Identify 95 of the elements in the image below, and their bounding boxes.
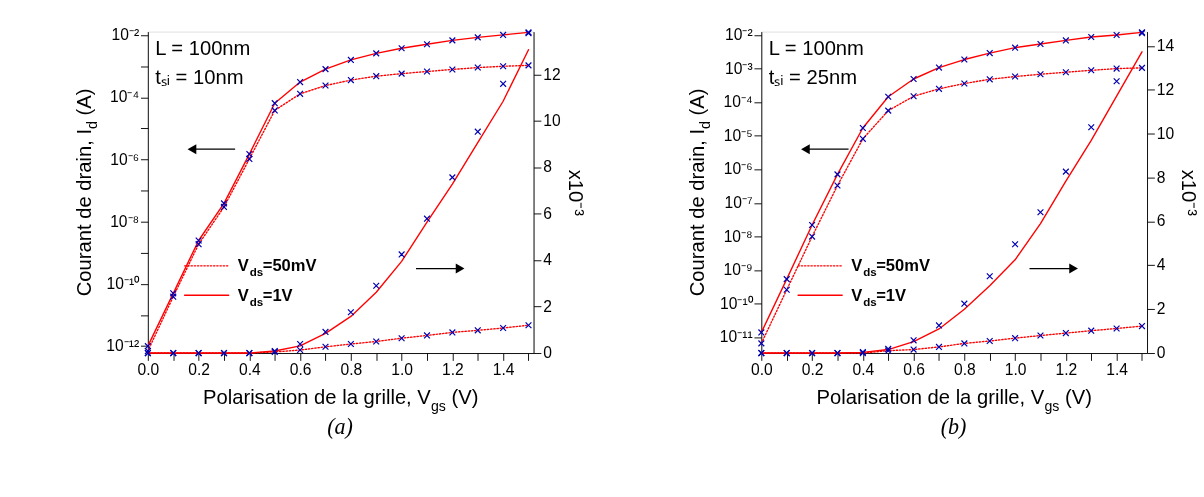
point [372, 49, 380, 57]
y-tick-label: 10⁻¹⁰ [106, 275, 141, 293]
y2-tick-label: 0 [1156, 344, 1166, 362]
y2-tick-label: 4 [1156, 256, 1166, 274]
y2-tick-label: 12 [1156, 80, 1175, 98]
y2-tick-label: 8 [543, 158, 552, 176]
point [986, 49, 994, 57]
y-tick-label: 10⁻⁴ [723, 93, 753, 111]
x-tick-label: 0.6 [903, 360, 925, 378]
y2-tick-label: 14 [1156, 36, 1175, 54]
point [474, 33, 482, 41]
point [884, 107, 892, 115]
x-tick-label: 0.8 [953, 360, 976, 378]
x-tick-label: 0.6 [289, 360, 312, 378]
y-tick-label: 10⁻¹⁰ [720, 294, 754, 312]
y2-tick-label: 2 [1156, 300, 1166, 318]
y2-axis-title: x10⁻³ [564, 169, 587, 217]
point [474, 64, 482, 72]
point [220, 199, 228, 207]
point [1036, 70, 1044, 78]
y2-tick-label: 6 [1156, 212, 1166, 230]
y-tick-label: 10⁻³ [725, 59, 753, 77]
point [525, 61, 533, 69]
y-tick-label: 10⁻⁶ [723, 160, 753, 178]
annotation: L = 100nm [768, 36, 864, 59]
point [833, 170, 841, 178]
text: (a) [327, 413, 353, 439]
x-tick-label: 1.0 [1004, 360, 1027, 378]
point [1036, 40, 1044, 48]
point [423, 67, 431, 75]
point [1087, 33, 1095, 41]
point [245, 150, 253, 158]
y-tick-label: 10⁻² [111, 26, 140, 44]
y2-tick-label: 6 [543, 204, 552, 222]
point [423, 40, 431, 48]
point [347, 76, 355, 84]
y-tick-label: 10⁻⁵ [723, 126, 753, 144]
y2-tick-label: 0 [543, 344, 553, 362]
annotation: tₛᵢ = 25nm [768, 65, 857, 88]
point [1062, 36, 1070, 44]
point [1138, 64, 1146, 72]
x-tick-label: 1.2 [441, 360, 464, 378]
x-tick-label: 1.2 [1055, 360, 1078, 378]
y-tick-label: 10⁻⁸ [110, 212, 140, 230]
x-tick-label: 0.8 [340, 360, 363, 378]
point [808, 233, 816, 241]
x-tick-label: 1.0 [391, 360, 414, 378]
point [960, 79, 968, 87]
x-tick-label: 0.4 [238, 360, 261, 378]
y2-tick-label: 8 [1156, 168, 1166, 186]
point [910, 92, 918, 100]
point [1011, 44, 1019, 52]
annotation: L = 100nm [155, 36, 251, 59]
point [398, 44, 406, 52]
point [195, 236, 203, 244]
point [1011, 73, 1019, 81]
point [499, 62, 507, 70]
y-tick-label: 10⁻⁹ [723, 261, 753, 279]
point [960, 56, 968, 64]
point [935, 64, 943, 72]
y2-tick-label: 2 [543, 297, 552, 315]
point [859, 124, 867, 132]
x-tick-label: 1.4 [1106, 360, 1129, 378]
point [195, 240, 203, 248]
y2-tick-label: 12 [543, 65, 561, 83]
y-tick-label: 10⁻⁴ [110, 88, 140, 106]
y-tick-label: 10⁻⁷ [724, 194, 753, 212]
x-tick-label: 0.0 [137, 360, 160, 378]
point [321, 65, 329, 73]
y-axis-title: Courant de drain, Id (A) [686, 88, 714, 297]
point [169, 289, 177, 297]
y-tick-label: 10⁻⁶ [110, 150, 140, 168]
x-tick-label: 0.4 [852, 360, 875, 378]
y-tick-label: 10⁻¹¹ [719, 328, 753, 346]
text: (b) [940, 413, 967, 439]
y-tick-label: 10⁻² [725, 26, 753, 44]
y2-tick-label: 10 [543, 112, 561, 130]
x-tick-label: 1.4 [492, 360, 515, 378]
annotation: tₛᵢ = 10nm [155, 65, 244, 88]
point [271, 99, 279, 107]
point [271, 106, 279, 114]
y2-tick-label: 4 [543, 251, 553, 269]
point [1113, 31, 1121, 39]
x-tick-label: 0.0 [750, 360, 773, 378]
y-tick-label: 10⁻⁸ [723, 227, 753, 245]
point [910, 75, 918, 83]
y-tick-label: 10⁻¹² [106, 337, 140, 355]
y2-axis-title: x10⁻³ [1178, 169, 1201, 217]
point [783, 275, 791, 283]
point [245, 155, 253, 163]
x-tick-label: 0.2 [801, 360, 824, 378]
y-axis-title: Courant de drain, Id (A) [72, 88, 100, 297]
y2-tick-label: 10 [1156, 124, 1175, 142]
point [935, 85, 943, 93]
x-tick-label: 0.2 [188, 360, 210, 378]
